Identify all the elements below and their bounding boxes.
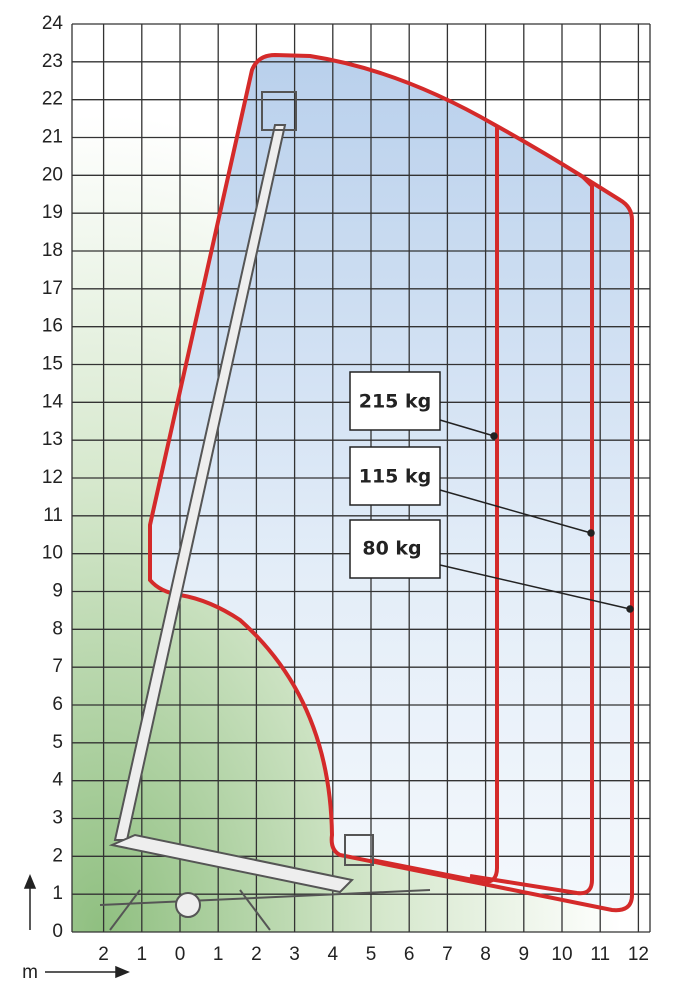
x-tick-label: 9 <box>519 944 530 965</box>
y-tick-label: 9 <box>52 581 63 602</box>
y-tick-label: 15 <box>42 354 63 375</box>
x-tick-label: 8 <box>480 944 491 965</box>
load-label: 215 kg <box>359 391 432 413</box>
x-tick-label: 0 <box>175 944 186 965</box>
y-tick-label: 21 <box>42 127 63 148</box>
x-tick-label: 5 <box>366 944 377 965</box>
y-tick-label: 17 <box>42 278 63 299</box>
y-tick-label: 22 <box>42 89 63 110</box>
x-tick-label: 6 <box>404 944 415 965</box>
y-tick-label: 12 <box>42 467 63 488</box>
x-tick-label: 2 <box>98 944 109 965</box>
envelope-80kg <box>148 52 634 913</box>
x-tick-label: 1 <box>213 944 224 965</box>
x-tick-label: 2 <box>251 944 262 965</box>
load-callouts <box>349 371 634 613</box>
y-tick-label: 0 <box>52 921 63 942</box>
x-tick-label: 7 <box>442 944 453 965</box>
boom-lift <box>99 91 431 931</box>
y-tick-label: 20 <box>42 164 63 185</box>
y-tick-label: 11 <box>43 505 63 526</box>
envelope-115kg <box>469 174 594 896</box>
y-tick-label: 24 <box>42 13 64 34</box>
load-label: 80 kg <box>362 538 421 560</box>
axis-arrows <box>23 874 130 979</box>
y-tick-label: 7 <box>52 656 63 677</box>
y-tick-label: 14 <box>42 391 64 412</box>
x-unit: m <box>22 962 38 983</box>
y-tick-label: 8 <box>52 618 63 639</box>
y-tick-label: 19 <box>42 202 63 223</box>
y-tick-label: 3 <box>52 808 63 829</box>
x-tick-label: 4 <box>328 944 339 965</box>
x-tick-label: 12 <box>628 944 649 965</box>
x-tick-label: 1 <box>137 944 148 965</box>
y-tick-label: 1 <box>52 883 63 904</box>
load-label: 115 kg <box>359 466 432 488</box>
x-tick-label: 10 <box>551 944 572 965</box>
y-tick-label: 18 <box>42 240 63 261</box>
y-tick-label: 23 <box>42 51 63 72</box>
y-tick-label: 16 <box>42 316 63 337</box>
y-tick-label: 13 <box>42 429 63 450</box>
y-tick-label: 2 <box>52 845 63 866</box>
y-tick-label: 5 <box>52 732 63 753</box>
x-tick-label: 3 <box>289 944 300 965</box>
y-tick-label: 6 <box>52 694 63 715</box>
y-tick-label: 10 <box>42 543 63 564</box>
x-tick-label: 11 <box>590 944 610 965</box>
y-tick-label: 4 <box>52 770 63 791</box>
